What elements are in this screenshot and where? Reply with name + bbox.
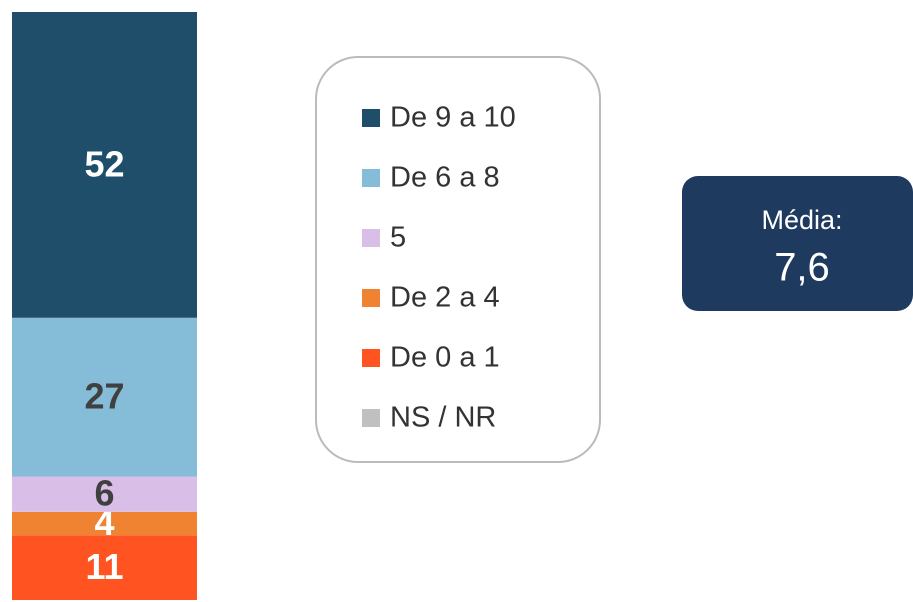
legend-label: De 9 a 10 (390, 102, 516, 134)
average-value: 7,6 (774, 246, 830, 290)
bar-segment (12, 476, 197, 512)
data-label: 11 (85, 546, 123, 587)
legend-label: De 0 a 1 (390, 342, 500, 374)
legend-swatch (362, 409, 380, 427)
legend-box (315, 56, 601, 463)
bar-segment (12, 511, 197, 536)
bar-segment (12, 317, 197, 477)
legend-swatch (362, 109, 380, 127)
legend-label: De 6 a 8 (390, 162, 500, 194)
legend-swatch (362, 289, 380, 307)
data-label: 4 (94, 502, 114, 543)
data-label: 6 (94, 473, 114, 514)
legend-swatch (362, 229, 380, 247)
legend-label: 5 (390, 222, 406, 254)
data-label: 27 (84, 376, 124, 417)
legend-label: De 2 a 4 (390, 282, 500, 314)
bar-segment (12, 535, 197, 600)
data-label: 52 (84, 143, 124, 184)
bar-segment (12, 12, 197, 318)
average-box (682, 176, 913, 311)
average-label: Média: (761, 205, 842, 235)
legend-swatch (362, 349, 380, 367)
legend-swatch (362, 169, 380, 187)
legend-label: NS / NR (390, 402, 496, 434)
